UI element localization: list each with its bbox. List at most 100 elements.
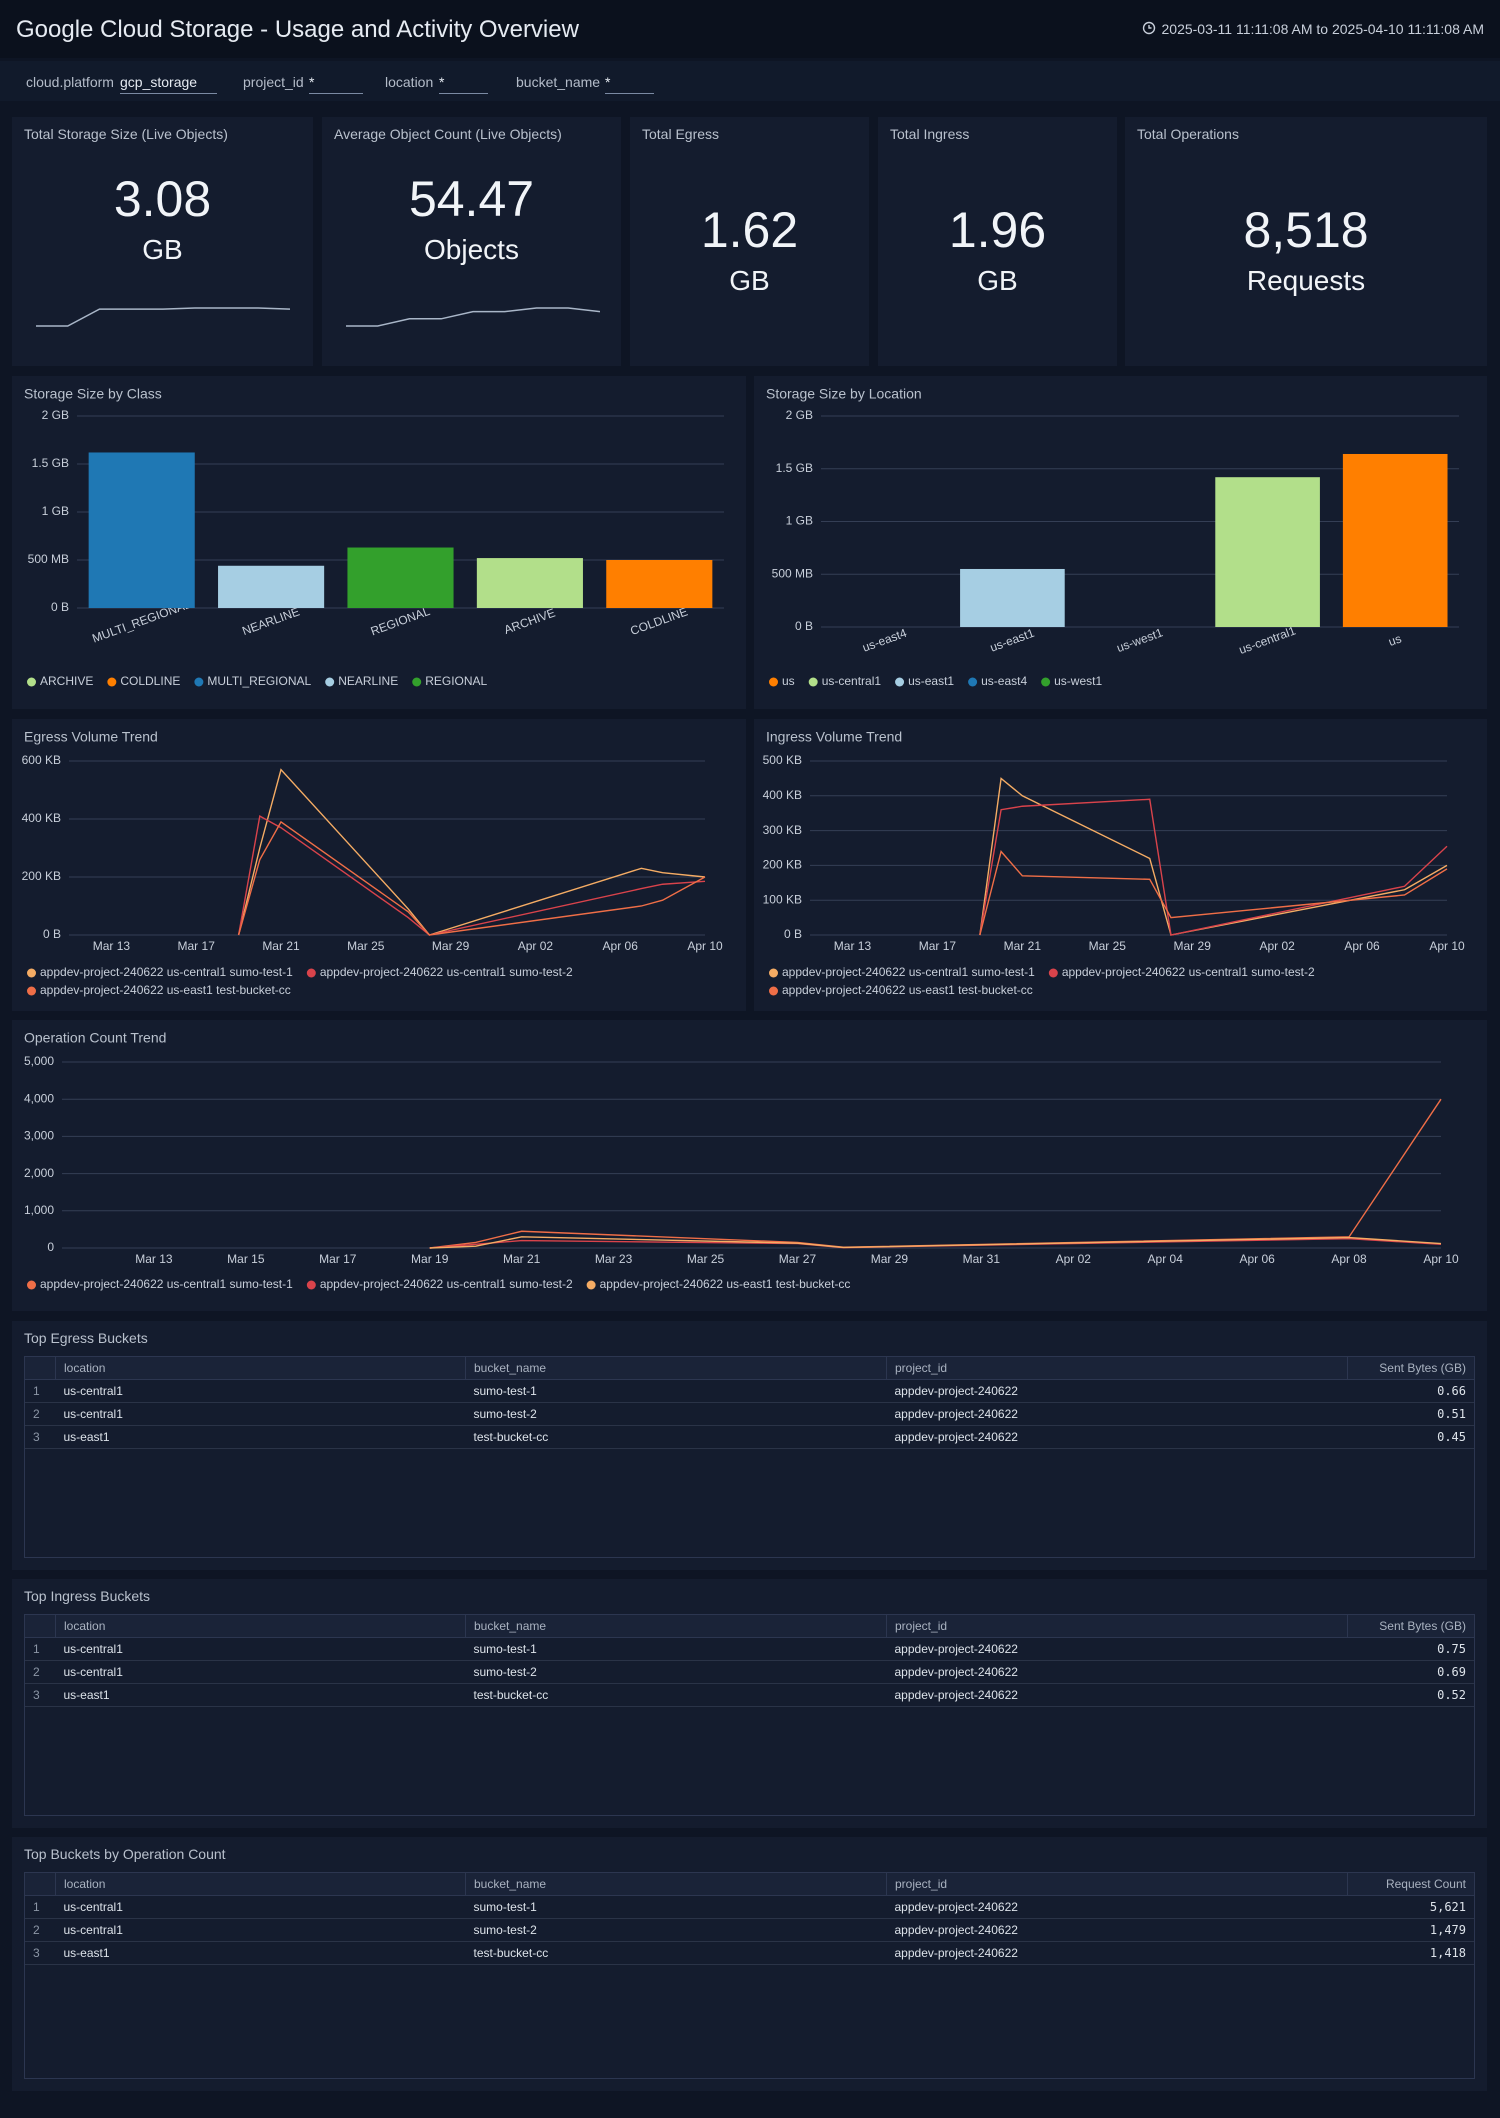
column-header[interactable]: bucket_name <box>465 1873 887 1896</box>
column-header[interactable]: bucket_name <box>465 1615 887 1638</box>
x-tick-label: COLDLINE <box>628 604 689 638</box>
column-header[interactable]: location <box>55 1357 466 1380</box>
row-index: 1 <box>25 1895 56 1919</box>
legend-item[interactable]: appdev-project-240622 us-central1 sumo-t… <box>1048 965 1315 979</box>
table-cell: us-central1 <box>55 1637 466 1661</box>
table-cell: appdev-project-240622 <box>886 1425 1348 1449</box>
y-tick-label: 0 B <box>795 619 813 633</box>
bar <box>1215 477 1320 627</box>
series-line <box>237 815 706 936</box>
kpi-unit: GB <box>142 234 183 265</box>
legend-item[interactable]: appdev-project-240622 us-east1 test-buck… <box>586 1277 851 1291</box>
column-header[interactable]: project_id <box>886 1615 1348 1638</box>
kpi-value: 54.47 <box>408 171 535 227</box>
filter-value[interactable]: gcp_storage <box>120 72 217 94</box>
row-index: 3 <box>25 1941 56 1965</box>
column-header[interactable]: Sent Bytes (GB) <box>1347 1615 1474 1638</box>
column-header[interactable]: bucket_name <box>465 1357 887 1380</box>
kpi-unit: Requests <box>1246 265 1366 296</box>
chart-panel: Ingress Volume Trend 0 B 100 KB 200 KB 300 K… <box>754 719 1487 1011</box>
legend-item[interactable]: COLDLINE <box>107 674 180 688</box>
filter-value[interactable]: * <box>439 72 488 94</box>
x-tick-label: Mar 13 <box>135 1252 173 1266</box>
sparkline <box>36 307 290 327</box>
legend-swatch <box>769 968 778 978</box>
column-header[interactable]: location <box>55 1873 466 1896</box>
legend-item[interactable]: appdev-project-240622 us-central1 sumo-t… <box>306 965 573 979</box>
legend-item[interactable]: appdev-project-240622 us-east1 test-buck… <box>769 983 1033 997</box>
legend-label: appdev-project-240622 us-east1 test-buck… <box>782 983 1033 997</box>
kpi-title: Total Ingress <box>890 126 970 142</box>
legend-swatch <box>895 677 905 687</box>
table-cell: us-east1 <box>55 1941 466 1965</box>
kpi-unit: Objects <box>424 234 519 265</box>
x-tick-label: Mar 23 <box>595 1252 633 1266</box>
table-cell: appdev-project-240622 <box>886 1402 1348 1426</box>
row-index: 2 <box>25 1918 56 1942</box>
filter-label: location <box>385 74 434 90</box>
y-tick-label: 3,000 <box>24 1129 54 1143</box>
legend-swatch <box>808 677 818 687</box>
table-row: 1 us-central1 sumo-test-1 appdev-project-24… <box>25 1379 1474 1403</box>
legend-label: appdev-project-240622 us-central1 sumo-t… <box>320 1277 573 1291</box>
table-frame: location bucket_name project_id Sent Bytes … <box>24 1356 1475 1558</box>
legend-item[interactable]: us-east1 <box>895 674 954 688</box>
x-tick-label: Apr 10 <box>1423 1252 1459 1266</box>
data-table: location bucket_name project_id Sent Bytes … <box>25 1615 1474 1707</box>
legend-item[interactable]: NEARLINE <box>325 674 398 688</box>
x-tick-label: us-east1 <box>988 626 1036 655</box>
x-tick-label: us-west1 <box>1115 625 1165 655</box>
filter-label: bucket_name <box>516 74 601 90</box>
kpi-title: Average Object Count (Live Objects) <box>334 126 562 142</box>
column-header[interactable]: Request Count <box>1347 1873 1474 1896</box>
series-line <box>979 850 1448 936</box>
legend-swatch <box>27 677 36 687</box>
y-tick-label: 1,000 <box>24 1203 54 1217</box>
x-tick-label: us-east4 <box>860 626 908 655</box>
x-tick-label: Apr 06 <box>603 939 639 953</box>
table-cell: 0.69 <box>1347 1660 1474 1684</box>
filter-value[interactable]: * <box>309 72 363 94</box>
legend-label: appdev-project-240622 us-central1 sumo-t… <box>1062 965 1315 979</box>
column-header[interactable]: project_id <box>886 1873 1348 1896</box>
index-header <box>25 1873 56 1896</box>
chart-title: Ingress Volume Trend <box>766 729 902 745</box>
column-header[interactable]: location <box>55 1615 466 1638</box>
table-row: 2 us-central1 sumo-test-2 appdev-project-24… <box>25 1918 1474 1942</box>
legend-swatch <box>586 1280 596 1290</box>
table-cell: us-east1 <box>55 1425 466 1449</box>
y-tick-label: 600 KB <box>22 753 61 767</box>
legend-item[interactable]: ARCHIVE <box>27 674 93 688</box>
legend-item[interactable]: MULTI_REGIONAL <box>194 674 312 688</box>
column-header[interactable]: project_id <box>886 1357 1348 1380</box>
legend-item[interactable]: us-west1 <box>1041 674 1102 688</box>
legend-item[interactable]: appdev-project-240622 us-central1 sumo-t… <box>27 965 293 979</box>
x-tick-label: Mar 29 <box>871 1252 909 1266</box>
legend-item[interactable]: appdev-project-240622 us-east1 test-buck… <box>27 983 291 997</box>
x-tick-label: Mar 17 <box>319 1252 357 1266</box>
legend-label: appdev-project-240622 us-central1 sumo-t… <box>40 1277 293 1291</box>
table-cell: us-central1 <box>55 1379 466 1403</box>
x-tick-label: Mar 25 <box>347 939 385 953</box>
chart-title: Operation Count Trend <box>24 1030 166 1046</box>
legend-item[interactable]: us <box>769 674 795 688</box>
table-cell: sumo-test-2 <box>465 1918 887 1942</box>
legend-item[interactable]: us-east4 <box>968 674 1027 688</box>
time-range[interactable]: 2025-03-11 11:11:08 AM to 2025-04-10 11:… <box>1161 21 1485 37</box>
table-title: Top Ingress Buckets <box>24 1588 151 1604</box>
legend-item[interactable]: appdev-project-240622 us-central1 sumo-t… <box>27 1277 293 1291</box>
header-row: location bucket_name project_id Request Cou… <box>25 1873 1474 1896</box>
column-header[interactable]: Sent Bytes (GB) <box>1347 1357 1474 1380</box>
legend-item[interactable]: appdev-project-240622 us-central1 sumo-t… <box>306 1277 573 1291</box>
legend-swatch <box>1041 677 1051 687</box>
bar <box>476 558 583 608</box>
table-cell: 1,418 <box>1347 1941 1474 1965</box>
legend-item[interactable]: us-central1 <box>808 674 882 688</box>
x-tick-label: us <box>1387 631 1404 648</box>
legend-item[interactable]: appdev-project-240622 us-central1 sumo-t… <box>769 965 1035 979</box>
legend-swatch <box>769 986 778 996</box>
filter-value[interactable]: * <box>605 72 654 94</box>
legend-item[interactable]: REGIONAL <box>412 674 488 688</box>
series-line <box>429 1237 1442 1249</box>
row-index: 3 <box>25 1683 56 1707</box>
